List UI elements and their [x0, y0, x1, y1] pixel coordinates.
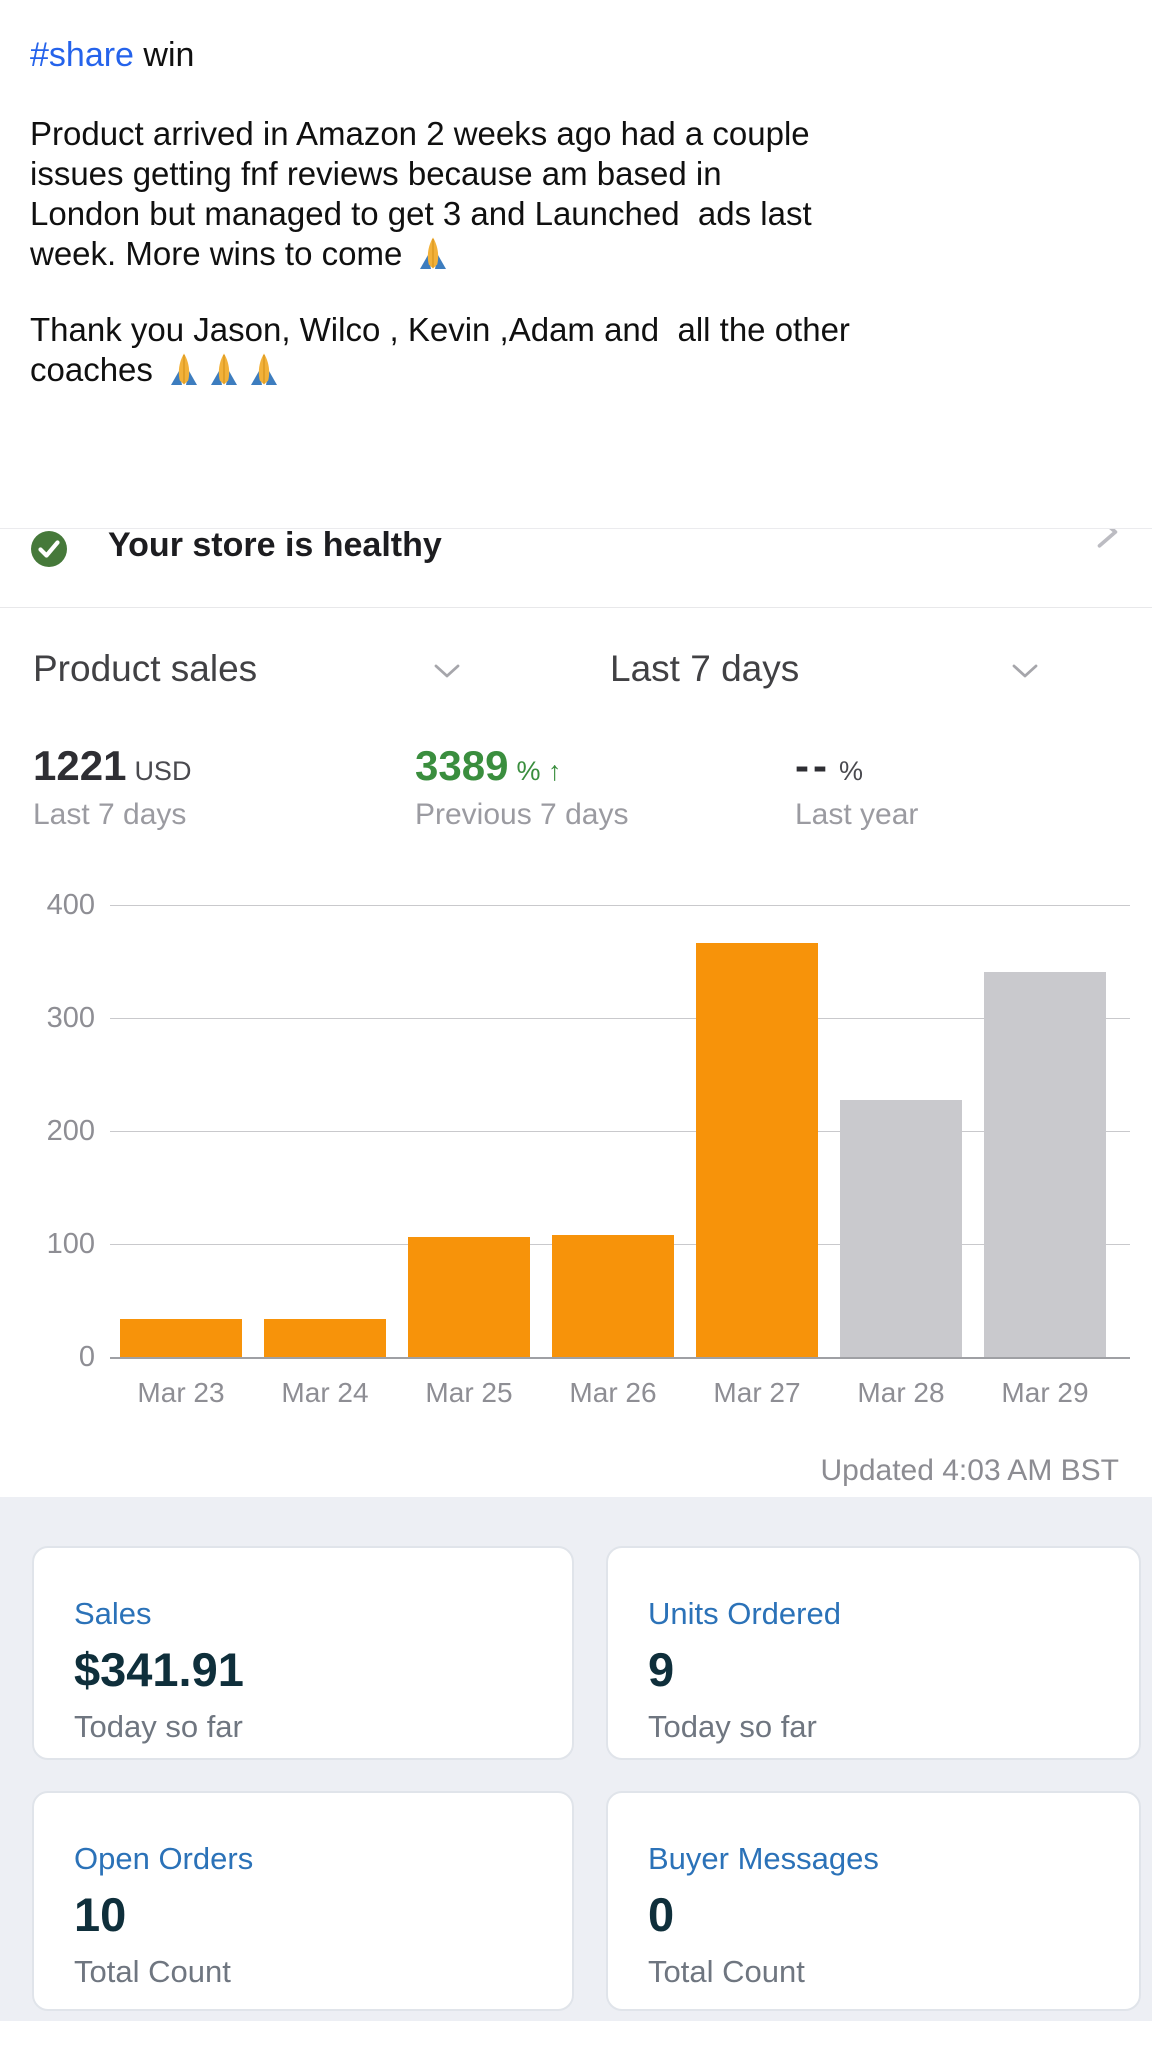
units-ordered-card[interactable]: Units Ordered 9 Today so far	[606, 1546, 1141, 1760]
metric-selector[interactable]: Product sales	[33, 648, 258, 689]
x-axis-label: Mar 24	[281, 1377, 369, 1408]
stat-current-period: 1221 USD Last 7 days	[33, 742, 191, 832]
card-label: Units Ordered	[648, 1596, 841, 1631]
date-range-selector[interactable]: Last 7 days	[610, 648, 800, 689]
post-paragraph-1: Product arrived in Amazon 2 weeks ago ha…	[30, 114, 1122, 274]
card-caption: Today so far	[648, 1709, 817, 1744]
chart-bar	[120, 1319, 242, 1357]
chart-bar	[264, 1319, 386, 1357]
sales-widget-header: Product sales Last 7 days	[0, 648, 1152, 698]
sales-chart: 0 100 200 300 400 Mar 23 Mar 24 Mar 25 Mar 26 Mar…	[0, 860, 1152, 1430]
chart-gridline	[110, 905, 1130, 906]
card-value: $341.91	[74, 1643, 244, 1696]
stat-value: 3389	[415, 742, 509, 789]
x-axis-label: Mar 23	[137, 1377, 225, 1408]
stat-unit: USD	[134, 756, 192, 786]
sales-stats-row: 1221 USD Last 7 days 3389% ↑ Previous 7 d…	[0, 742, 1152, 832]
buyer-messages-card[interactable]: Buyer Messages 0 Total Count	[606, 1791, 1141, 2011]
y-axis-label: 300	[46, 1002, 95, 1034]
chart-gridline	[110, 1018, 1130, 1019]
stat-caption: Last year	[795, 798, 919, 831]
stat-unit: %	[838, 756, 863, 786]
y-axis-label: 0	[78, 1341, 95, 1373]
folded-hands-emoji	[170, 352, 198, 386]
store-health-label: Your store is healthy	[108, 528, 442, 564]
x-axis-baseline	[110, 1357, 1130, 1359]
store-health-banner[interactable]: Your store is healthy	[0, 528, 1152, 607]
post-title: #share win	[30, 34, 1122, 76]
card-label: Sales	[74, 1596, 152, 1631]
x-axis-label: Mar 27	[713, 1377, 801, 1408]
card-label: Open Orders	[74, 1841, 254, 1876]
hashtag-link[interactable]: #share	[30, 36, 134, 74]
folded-hands-emoji	[419, 236, 448, 270]
post-paragraph-2-line1: Thank you Jason, Wilco , Kevin ,Adam and…	[30, 311, 850, 348]
stat-last-year: --% Last year	[795, 742, 918, 832]
sales-card[interactable]: Sales $341.91 Today so far	[32, 1546, 574, 1760]
stat-value: --	[795, 742, 831, 789]
y-axis-label: 200	[46, 1115, 95, 1147]
card-caption: Total Count	[74, 1954, 231, 1989]
post-paragraph-2: Thank you Jason, Wilco , Kevin ,Adam and…	[30, 310, 1122, 390]
chart-bar	[984, 972, 1106, 1357]
folded-hands-emoji	[250, 352, 278, 386]
updated-timestamp: Updated 4:03 AM BST	[820, 1454, 1119, 1487]
x-axis-label: Mar 28	[857, 1377, 945, 1408]
summary-cards-section: Sales $341.91 Today so far Units Ordered…	[0, 1497, 1152, 2021]
card-caption: Today so far	[74, 1709, 243, 1744]
chevron-down-icon[interactable]	[1012, 663, 1038, 679]
open-orders-card[interactable]: Open Orders 10 Total Count	[32, 1791, 574, 2011]
stat-value: 1221	[33, 742, 127, 789]
y-axis-label: 400	[46, 889, 95, 921]
post-paragraph-2-line2: coaches	[30, 351, 163, 388]
x-axis-label: Mar 26	[569, 1377, 657, 1408]
chart-bar	[696, 943, 818, 1357]
chart-gridline	[110, 1131, 1130, 1132]
chart-bar	[552, 1235, 674, 1357]
x-axis-label: Mar 29	[1001, 1377, 1089, 1408]
card-value: 10	[74, 1888, 127, 1941]
card-value: 9	[648, 1643, 675, 1696]
y-axis-label: 100	[46, 1228, 95, 1260]
stat-unit: % ↑	[516, 756, 562, 786]
chart-bar	[840, 1100, 962, 1357]
post-text-block: #share win Product arrived in Amazon 2 w…	[0, 0, 1152, 528]
green-check-icon	[31, 531, 67, 567]
folded-hands-emoji	[210, 352, 238, 386]
stat-caption: Previous 7 days	[415, 798, 629, 831]
product-sales-widget: Product sales Last 7 days 1221 USD Last 7…	[0, 607, 1152, 1497]
card-label: Buyer Messages	[648, 1841, 879, 1876]
x-axis-label: Mar 25	[425, 1377, 513, 1408]
post-title-text: win	[133, 36, 195, 74]
stat-previous-period: 3389% ↑ Previous 7 days	[415, 742, 628, 832]
chevron-down-icon[interactable]	[434, 663, 460, 679]
summary-cards-grid: Sales $341.91 Today so far Units Ordered…	[32, 1546, 1141, 2011]
chart-bar	[408, 1237, 530, 1357]
post-paragraph-1-text: Product arrived in Amazon 2 weeks ago ha…	[30, 115, 812, 272]
stat-caption: Last 7 days	[33, 798, 187, 831]
card-caption: Total Count	[648, 1954, 805, 1989]
card-value: 0	[648, 1888, 675, 1941]
chevron-right-icon	[1097, 529, 1118, 548]
